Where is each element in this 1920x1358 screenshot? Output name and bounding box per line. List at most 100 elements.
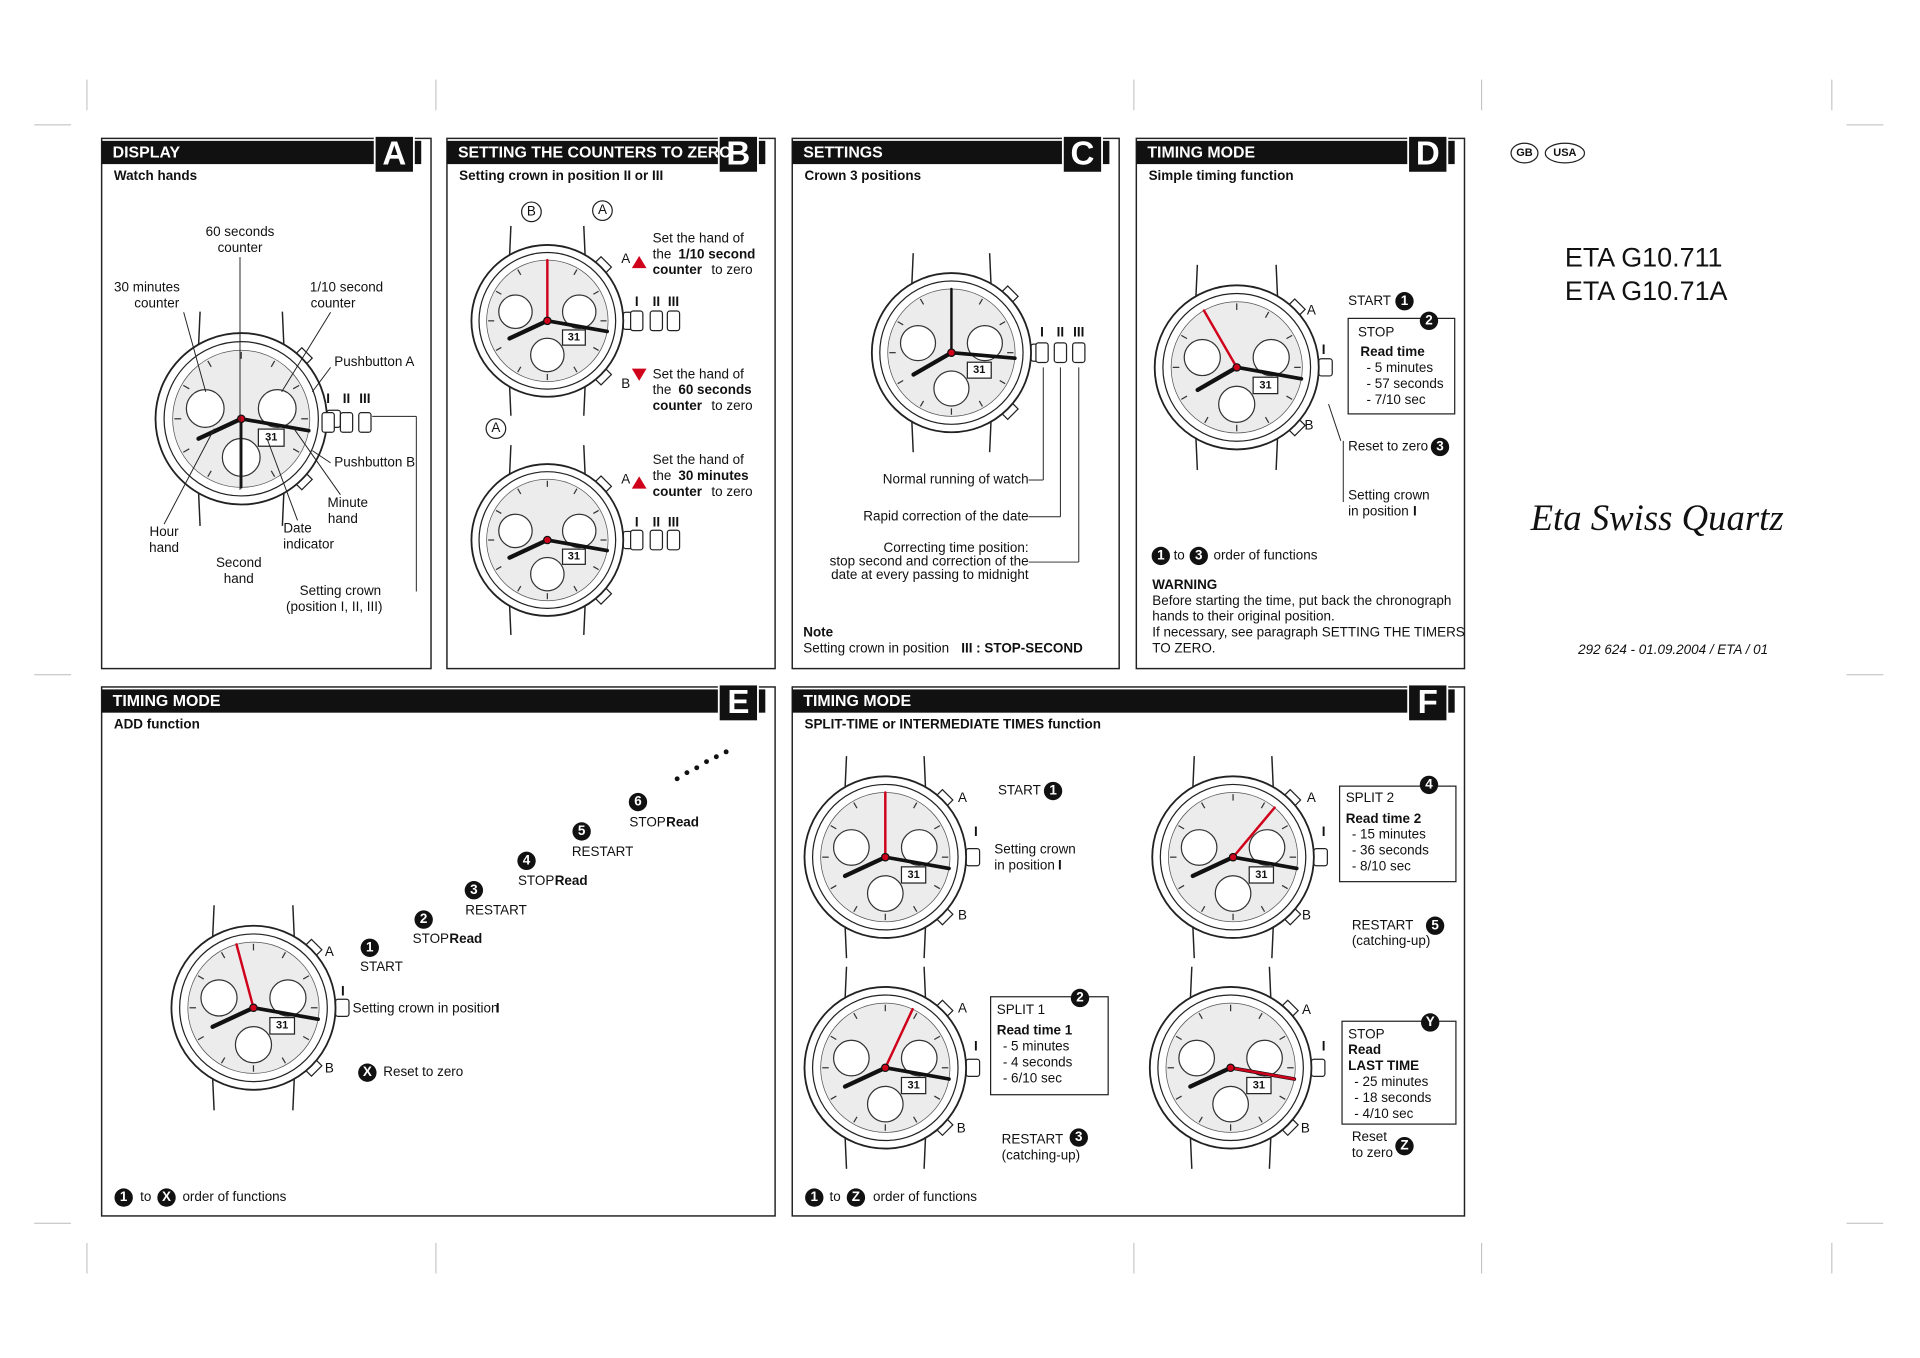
label: I [496,1001,500,1016]
subdial [866,875,904,912]
step-number: 1 [1157,548,1165,563]
hand [507,537,550,560]
dial-tick [281,1057,286,1064]
leader-line [293,428,341,495]
panel-frame [791,137,1120,670]
label: 1/10 second [678,246,755,261]
hand [507,318,550,341]
step-marker [572,822,591,841]
watch: 31 [803,756,981,959]
label: to [829,1189,840,1204]
hand [1231,855,1299,871]
dial-tick [495,290,502,295]
subdial [899,325,937,362]
label: counter [653,398,703,413]
dial-tick [933,884,941,890]
label: hand [224,571,254,586]
label: order of functions [1213,548,1317,563]
step-number: 4 [523,852,531,867]
date-window [1252,376,1279,395]
label: counter [134,295,179,310]
label: (catching-up) [1352,933,1431,948]
date-number: 31 [907,869,919,881]
subdial [561,294,597,330]
step-number: 3 [470,882,477,897]
label: Normal running of watch [883,472,1029,487]
step-number: Y [1426,1014,1435,1029]
label: to [1174,548,1185,563]
dial-tick [919,400,925,407]
label: - 57 seconds [1367,376,1444,391]
step-marker [1189,546,1208,566]
dial-tick [1198,1012,1203,1020]
dial-tick [919,298,925,305]
panel-frame [446,137,776,670]
label: to zero [711,484,752,499]
crown-position [339,412,354,433]
label: START [360,959,403,974]
hand-pivot [881,1063,890,1073]
date-window [966,361,992,379]
dial-tick [853,905,858,913]
dial-tick [1258,1012,1263,1020]
label: START [998,783,1041,798]
dial-tick [999,380,1006,385]
subdial [269,979,307,1017]
dial-tick [281,952,286,959]
label: 30 minutes [114,279,180,294]
label: A [958,1001,967,1016]
label: 60 seconds [206,224,275,239]
dial-tick [292,448,300,453]
watch: 31 [1148,966,1326,1169]
step-number: X [162,1189,171,1204]
step-marker [1043,781,1063,801]
panel-subtitle: Simple timing function [1149,168,1294,183]
label: B [621,376,630,391]
label: A [621,251,630,266]
dial-tick [270,470,276,478]
label: - 4/10 sec [1354,1106,1413,1121]
dial-tick [1201,905,1206,913]
step-marker [360,938,379,957]
panel-header [792,689,1455,713]
hand-pivot [543,316,552,326]
label: III [668,294,679,309]
step-marker [1069,1128,1088,1147]
label: A [1307,303,1316,318]
label: III : STOP-SECOND [961,641,1083,656]
label: III [359,391,370,406]
subdial [1248,829,1286,866]
dial-tick [183,384,190,390]
dial-tick [853,1012,858,1020]
hand-pivot [543,535,552,545]
hand-pivot [1228,852,1238,862]
watch: 31 [1151,756,1328,959]
label: - 6/10 sec [1003,1070,1062,1085]
step-marker [805,1188,824,1207]
date-number: 31 [568,331,580,343]
label: Date [283,521,311,536]
panel-title: SETTING THE COUNTERS TO ZERO [458,144,732,161]
label-ring [485,418,507,439]
panel-header [792,140,1110,165]
dial-tick [853,1116,858,1123]
label: A [1302,1002,1311,1017]
leader-line [311,367,332,393]
label: the [653,246,672,261]
date-window [561,329,586,346]
subdial [498,294,533,330]
panel-letter: A [382,135,406,172]
subdial [1180,829,1218,866]
hand [235,943,255,1009]
dial-tick [495,509,502,514]
subdial [200,979,238,1017]
panel-title: TIMING MODE [1147,144,1255,161]
dial-tick [1264,416,1270,424]
label: II [653,514,660,529]
subdial [832,1039,870,1077]
crown [965,847,981,867]
label: Read [555,873,588,888]
subdial [1252,338,1290,377]
info-box [1341,1020,1457,1125]
